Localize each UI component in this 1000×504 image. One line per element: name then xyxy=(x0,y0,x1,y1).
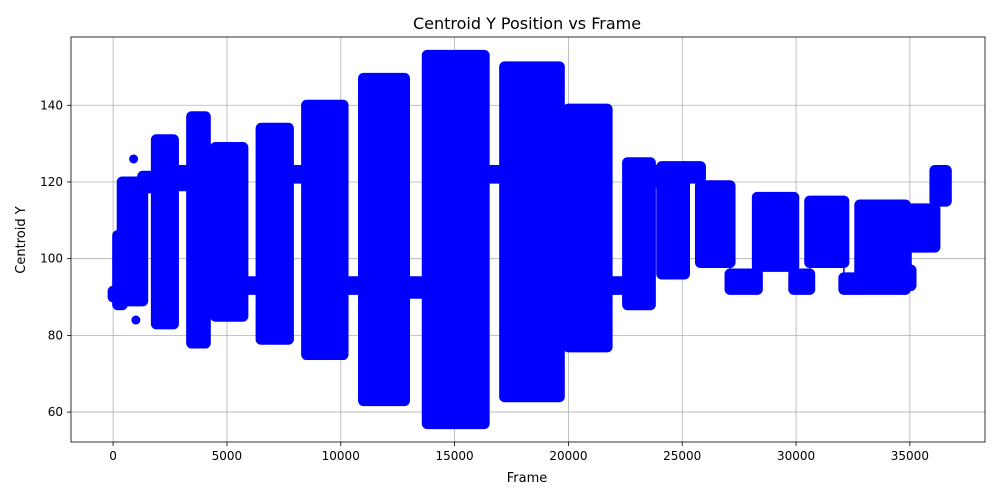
y-tick-label: 80 xyxy=(48,328,63,342)
series-group xyxy=(107,49,952,430)
y-tick-label: 140 xyxy=(40,98,63,112)
data-point-band xyxy=(421,49,490,430)
y-tick-label: 60 xyxy=(48,405,63,419)
data-point-band xyxy=(301,99,349,361)
x-tick-label: 20000 xyxy=(549,449,587,463)
data-point-band xyxy=(804,195,850,269)
x-tick-label: 25000 xyxy=(663,449,701,463)
axes-frame xyxy=(70,36,986,443)
x-tick-label: 5000 xyxy=(212,449,243,463)
data-layer xyxy=(107,49,952,430)
data-point-band xyxy=(788,268,816,295)
x-tick-label: 0 xyxy=(109,449,117,463)
x-tick-label: 10000 xyxy=(322,449,360,463)
data-point-band xyxy=(905,203,941,253)
data-point-band xyxy=(116,176,149,307)
x-axis-label: Frame xyxy=(507,471,548,486)
data-point-band xyxy=(751,191,800,272)
data-point-band xyxy=(150,134,179,330)
data-point-band xyxy=(929,164,952,207)
data-point xyxy=(115,300,125,310)
data-point-band xyxy=(656,161,691,280)
data-point-band xyxy=(679,161,706,184)
data-point-band xyxy=(210,141,249,322)
data-point-band xyxy=(186,111,211,349)
data-point-band xyxy=(562,103,613,353)
y-axis-label: Centroid Y xyxy=(14,206,29,273)
y-tick-label: 120 xyxy=(40,175,63,189)
y-tick-label: 100 xyxy=(40,252,63,266)
data-point-band xyxy=(899,264,917,292)
x-tick-label: 30000 xyxy=(777,449,815,463)
data-point xyxy=(131,315,141,325)
chart-title: Centroid Y Position vs Frame xyxy=(413,14,641,33)
data-point-band xyxy=(724,268,763,295)
data-point-band xyxy=(358,72,411,407)
x-tick-label: 15000 xyxy=(435,449,473,463)
data-point xyxy=(129,154,139,164)
tick-layer: 0 5000 10000 15000 20000 25000 30000 35000 60 80 1… xyxy=(40,98,929,463)
data-point-band xyxy=(499,61,565,403)
data-point-band xyxy=(622,157,656,311)
data-point-band xyxy=(694,180,736,269)
data-point-band xyxy=(854,199,911,295)
x-tick-label: 35000 xyxy=(891,449,929,463)
